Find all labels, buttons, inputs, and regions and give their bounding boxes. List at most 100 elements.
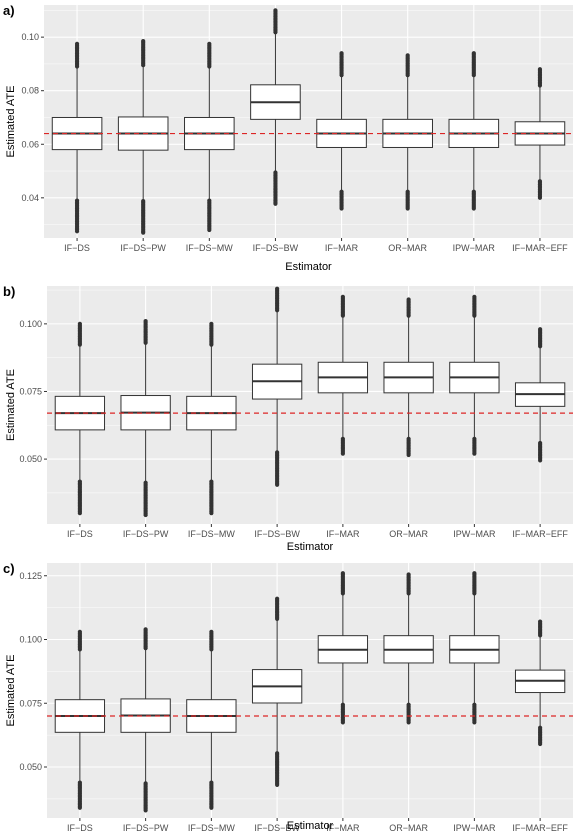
outlier-point-high <box>209 321 214 326</box>
x-axis-title: Estimator <box>285 261 332 273</box>
panel-label: b) <box>3 284 15 299</box>
x-tick-label: IF−DS <box>67 823 93 833</box>
x-tick-label: IF−DS−MW <box>188 823 236 833</box>
y-tick-label: 0.10 <box>21 32 39 42</box>
outlier-point-low <box>141 230 146 235</box>
x-tick-label: IF−MAR−EFF <box>512 823 568 833</box>
x-tick-label: IF−MAR−EFF <box>512 243 568 253</box>
x-tick-label: IF−DS−MW <box>186 243 234 253</box>
y-tick-label: 0.06 <box>21 139 39 149</box>
y-tick-label: 0.04 <box>21 193 39 203</box>
outlier-point-high <box>472 571 477 576</box>
y-axis-title: Estimated ATE <box>5 369 17 441</box>
outlier-point-high <box>538 619 543 624</box>
panel-label: a) <box>3 3 15 18</box>
x-axis-title: Estimator <box>287 541 334 553</box>
outlier-point-high <box>406 297 411 302</box>
box-4 <box>251 286 303 487</box>
outlier-point-low <box>406 720 411 725</box>
box-7 <box>448 51 500 211</box>
outlier-point-high <box>275 596 280 601</box>
y-tick-label: 0.050 <box>19 762 42 772</box>
x-tick-label: IF−MAR <box>326 823 360 833</box>
x-tick-label: IF−DS <box>67 529 93 539</box>
outlier-point-low <box>273 201 278 206</box>
x-tick-label: IPW−MAR <box>453 529 496 539</box>
outlier-point-low <box>209 805 214 810</box>
outlier-point-low <box>538 458 543 463</box>
outlier-point-high <box>273 8 278 13</box>
y-tick-label: 0.050 <box>19 454 42 464</box>
outlier-point-low <box>77 805 82 810</box>
box-7 <box>449 294 500 456</box>
y-axis-title: Estimated ATE <box>5 86 17 158</box>
panel-2: 0.050 0.075 0.100 IF−DS IF−DS−PW IF−DS−MW IF−D… <box>3 284 573 553</box>
x-tick-label: IPW−MAR <box>453 823 496 833</box>
outlier-point-low <box>405 206 410 211</box>
y-tick-label: 0.100 <box>19 635 42 645</box>
x-axis-title: Estimator <box>287 820 334 832</box>
box-5 <box>317 294 369 456</box>
outlier-point-low <box>471 206 476 211</box>
box-6 <box>383 572 434 725</box>
outlier-point-high <box>405 53 410 58</box>
box-7 <box>449 571 500 725</box>
outlier-point-low <box>275 782 280 787</box>
x-tick-label: IF−DS−PW <box>120 243 166 253</box>
box-4 <box>250 8 301 206</box>
x-tick-label: IF−DS−MW <box>188 529 236 539</box>
x-tick-label: IF−DS−BW <box>253 243 299 253</box>
x-tick-label: IF−DS−PW <box>123 823 169 833</box>
y-tick-label: 0.075 <box>19 386 42 396</box>
y-tick-label: 0.08 <box>21 86 39 96</box>
panel-3: 0.050 0.075 0.100 0.125 IF−DS IF−DS−PW IF−DS−M… <box>3 561 573 833</box>
outlier-point-high <box>340 571 345 576</box>
x-tick-label: IF−DS−BW <box>254 823 300 833</box>
outlier-point-low <box>340 451 345 456</box>
outlier-point-high <box>77 629 82 634</box>
box-6 <box>383 297 434 458</box>
outlier-point-low <box>209 511 214 516</box>
outlier-point-high <box>143 319 148 324</box>
box-2 <box>117 39 169 235</box>
x-tick-label: IF−DS−BW <box>254 529 300 539</box>
box-8 <box>514 619 566 747</box>
outlier-point-low <box>275 482 280 487</box>
outlier-point-low <box>339 206 344 211</box>
outlier-point-low <box>77 511 82 516</box>
x-tick-label: IF−MAR <box>326 529 360 539</box>
box-5 <box>317 571 369 725</box>
y-axis-title: Estimated ATE <box>5 655 17 727</box>
box-4 <box>251 596 303 787</box>
y-tick-label: 0.100 <box>19 319 42 329</box>
outlier-point-low <box>537 195 543 200</box>
x-tick-label: IPW−MAR <box>453 243 496 253</box>
x-tick-label: OR−MAR <box>389 529 428 539</box>
outlier-point-high <box>339 51 344 56</box>
outlier-point-high <box>537 67 543 72</box>
outlier-point-high <box>275 286 280 291</box>
outlier-point-low <box>472 720 477 725</box>
outlier-point-high <box>471 51 476 56</box>
x-tick-label: OR−MAR <box>388 243 427 253</box>
panel-1: 0.04 0.06 0.08 0.10 IF−DS IF−DS−PW IF−DS−MW IF−… <box>3 3 573 273</box>
outlier-point-low <box>340 720 345 725</box>
outlier-point-low <box>472 451 477 456</box>
outlier-point-low <box>406 452 411 458</box>
x-tick-label: IF−MAR−EFF <box>512 529 568 539</box>
outlier-point-low <box>538 741 543 747</box>
x-tick-label: IF−DS−PW <box>123 529 169 539</box>
outlier-point-high <box>141 39 146 44</box>
x-tick-label: IF−MAR <box>325 243 359 253</box>
outlier-point-high <box>340 294 345 299</box>
box-8 <box>514 327 566 463</box>
panel-label: c) <box>3 561 15 576</box>
outlier-point-low <box>74 229 80 234</box>
outlier-point-low <box>143 808 148 813</box>
box-2 <box>120 319 171 518</box>
y-tick-label: 0.075 <box>19 698 42 708</box>
outlier-point-high <box>472 294 477 299</box>
outlier-point-high <box>143 627 148 632</box>
x-tick-label: OR−MAR <box>389 823 428 833</box>
outlier-point-high <box>74 41 80 46</box>
